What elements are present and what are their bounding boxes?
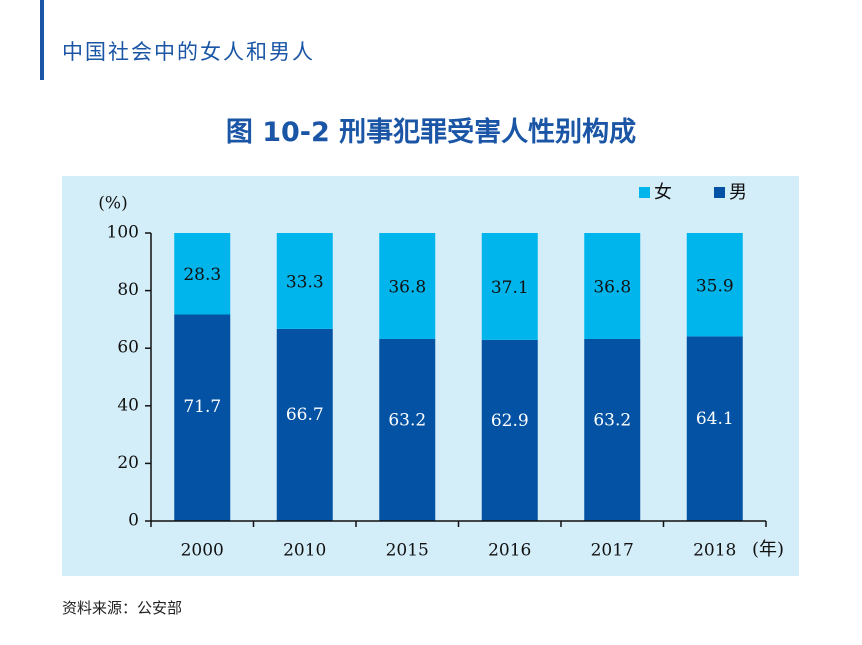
- bar-male-2018: [686, 336, 743, 521]
- data-label-male-2010: 66.7: [286, 405, 324, 425]
- bar-male-2010: [276, 328, 333, 521]
- y-tick-label-40: 40: [117, 395, 139, 415]
- data-label-female-2017: 36.8: [593, 278, 631, 298]
- stacked-bar-chart: 71.7 28.3 2000 66.7 33.3 2010 63.2 36.8 2015 62.9…: [98, 182, 784, 561]
- bar-female-2015: [379, 233, 436, 339]
- x-tick-label-2018: 2018: [693, 541, 736, 561]
- header-accent-bar: [40, 0, 44, 80]
- bar-male-2000: [174, 314, 231, 521]
- bar-female-2016: [481, 233, 538, 340]
- data-label-male-2016: 62.9: [491, 411, 529, 431]
- x-tick-label-2010: 2010: [283, 541, 326, 561]
- legend-label-female: 女: [654, 182, 672, 203]
- legend-swatch-male: [714, 187, 725, 198]
- data-label-female-2015: 36.8: [388, 278, 426, 298]
- bar-female-2000: [174, 233, 231, 315]
- y-tick-label-0: 0: [128, 511, 139, 531]
- data-label-male-2015: 63.2: [388, 410, 426, 430]
- data-label-male-2018: 64.1: [696, 409, 734, 429]
- bar-male-2015: [379, 338, 436, 521]
- book-title: 中国社会中的女人和男人: [62, 40, 315, 64]
- chart-panel: 71.7 28.3 2000 66.7 33.3 2010 63.2 36.8 2015 62.9…: [62, 176, 799, 576]
- figure-title: 图 10-2 刑事犯罪受害人性别构成: [225, 117, 637, 148]
- bar-female-2017: [584, 233, 641, 339]
- data-label-male-2017: 63.2: [593, 410, 631, 430]
- y-tick-label-60: 60: [117, 338, 139, 358]
- legend-swatch-female: [639, 187, 650, 198]
- bar-female-2018: [686, 233, 743, 337]
- x-tick-label-2000: 2000: [181, 541, 224, 561]
- data-label-female-2018: 35.9: [696, 276, 734, 296]
- data-label-male-2000: 71.7: [183, 397, 221, 417]
- data-label-female-2010: 33.3: [286, 272, 324, 292]
- x-tick-label-2015: 2015: [386, 541, 429, 561]
- x-tick-label-2016: 2016: [488, 541, 531, 561]
- data-label-female-2000: 28.3: [183, 265, 221, 285]
- bar-male-2017: [584, 338, 641, 521]
- bar-male-2016: [481, 339, 538, 521]
- bar-female-2010: [276, 233, 333, 329]
- y-tick-label-100: 100: [107, 223, 139, 243]
- y-axis-label: (%): [98, 194, 127, 214]
- data-label-female-2016: 37.1: [491, 278, 529, 298]
- legend-label-male: 男: [729, 182, 747, 203]
- y-tick-label-80: 80: [117, 280, 139, 300]
- y-tick-label-20: 20: [117, 453, 139, 473]
- x-axis-label: (年): [752, 539, 784, 560]
- x-tick-label-2017: 2017: [591, 541, 634, 561]
- source-note: 资料来源：公安部: [62, 599, 183, 617]
